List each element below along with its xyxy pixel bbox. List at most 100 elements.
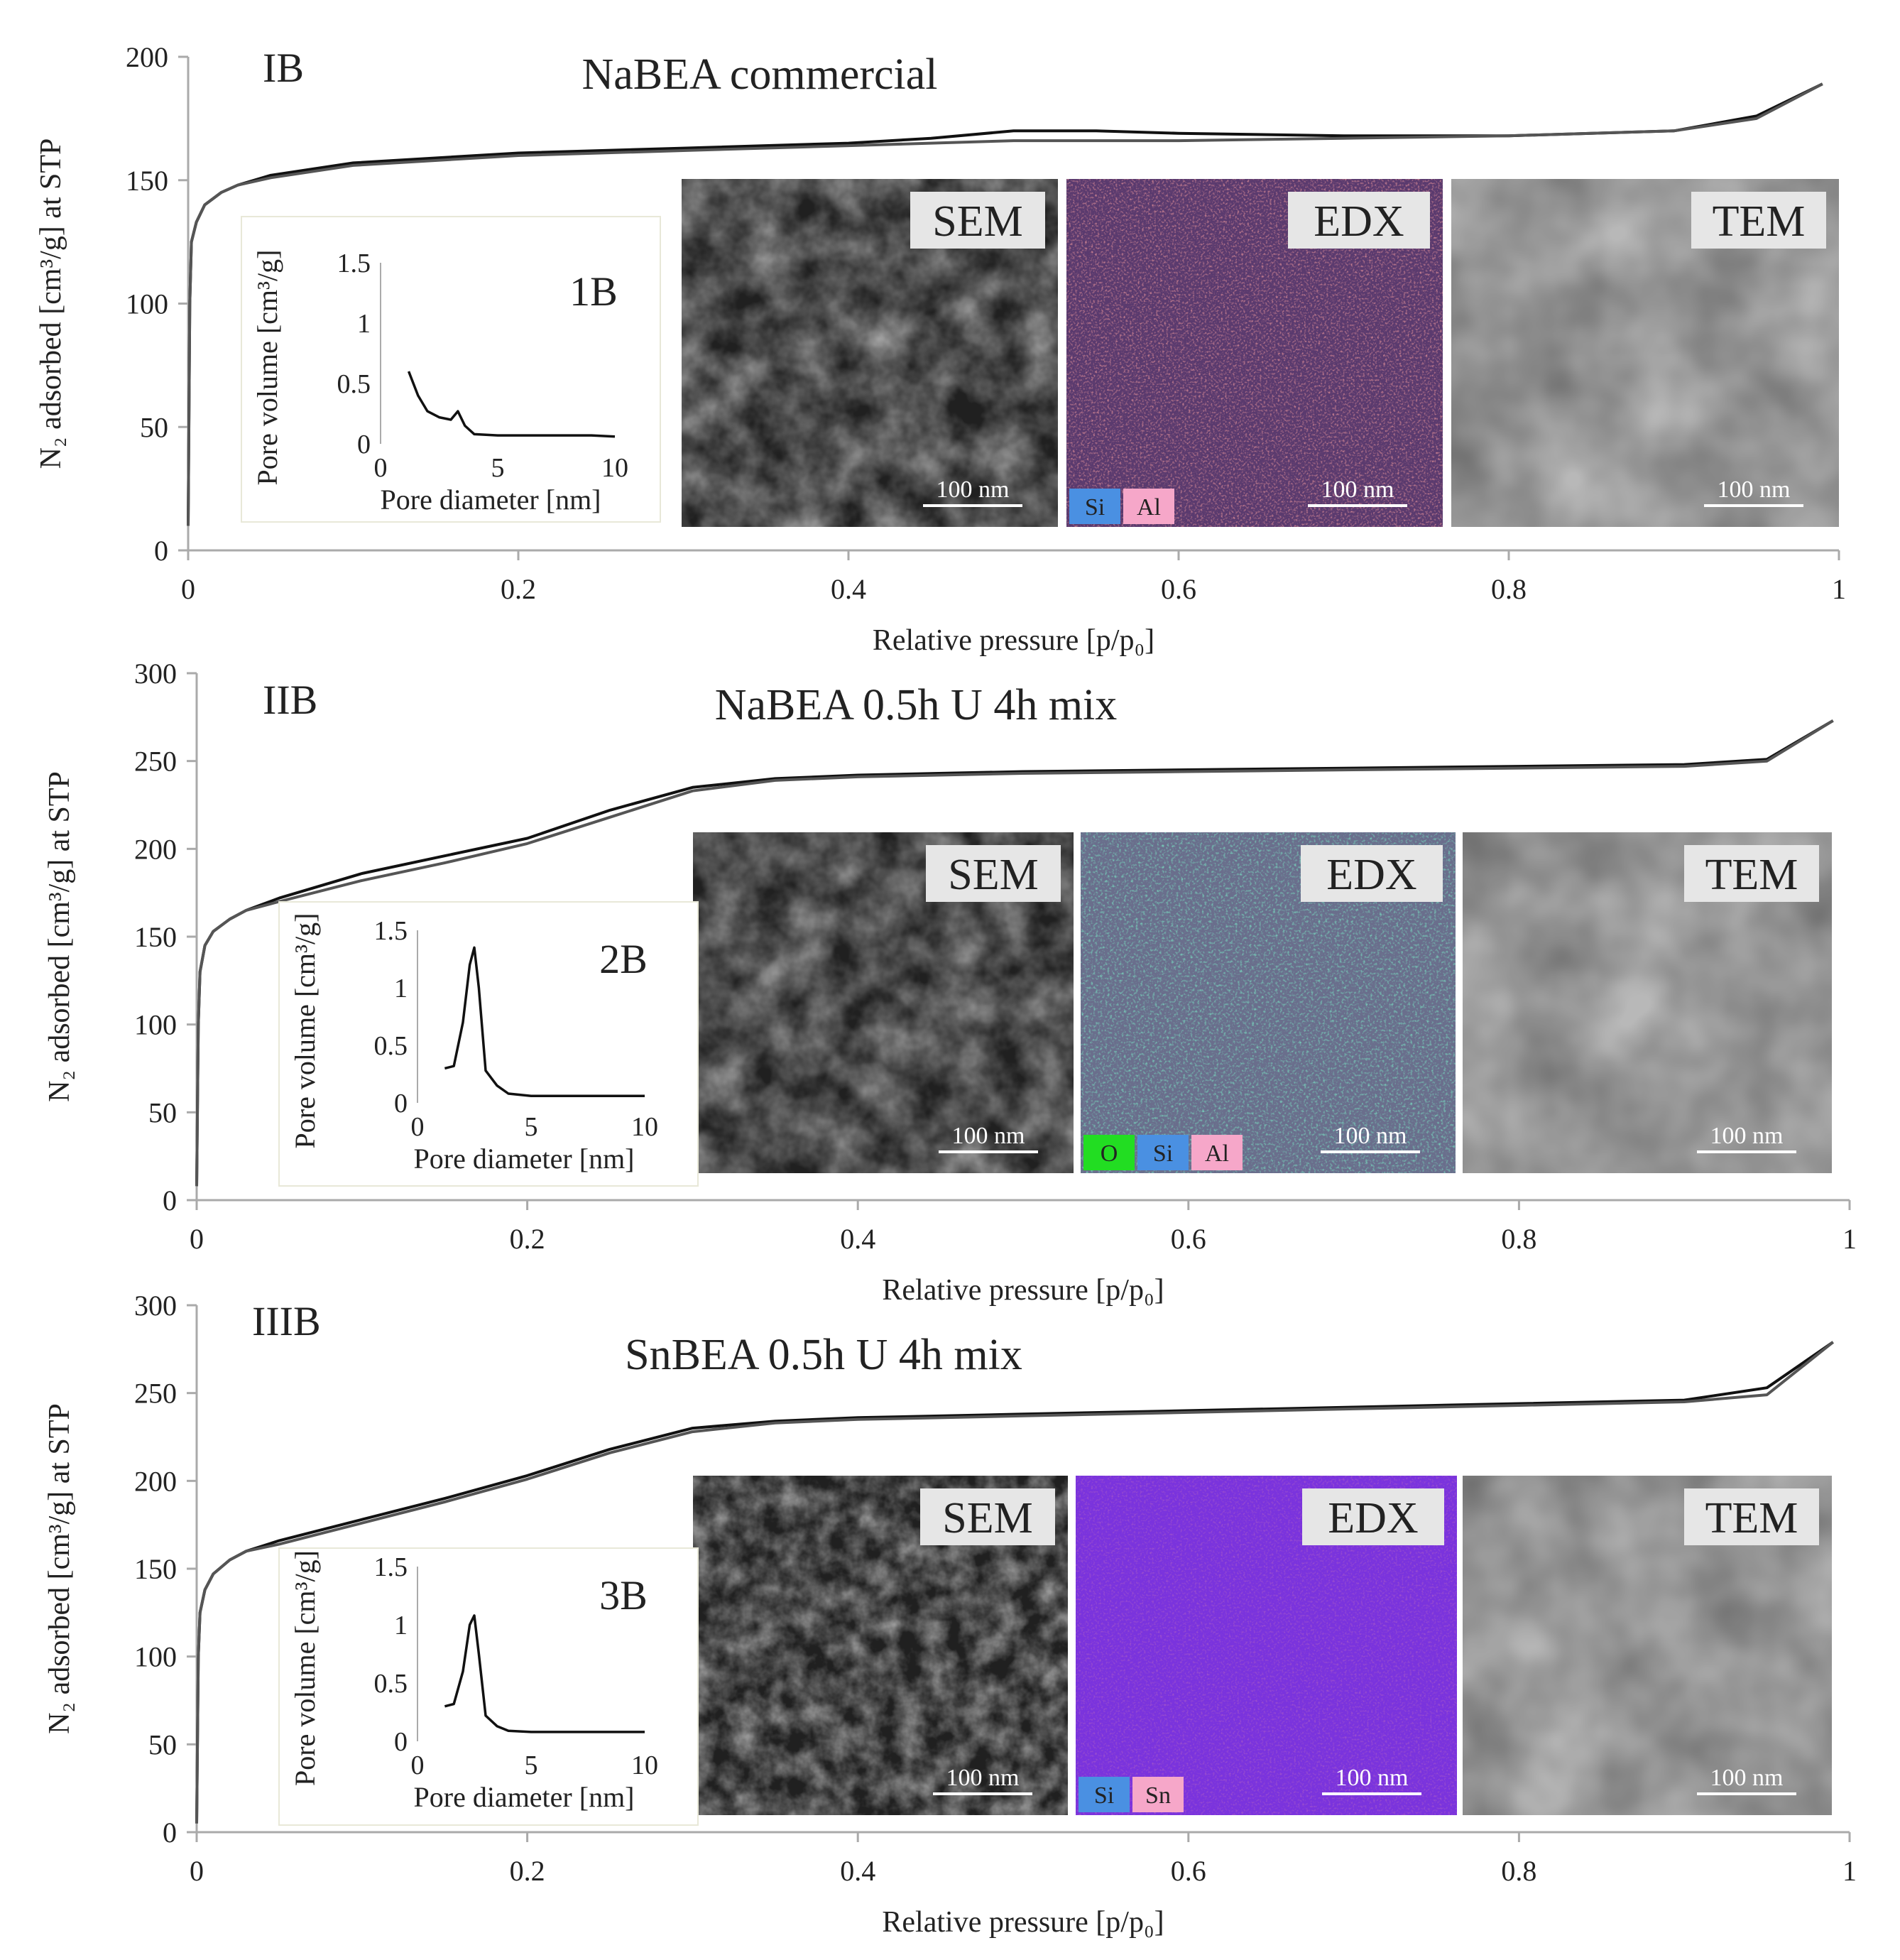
inset-id: 3B: [599, 1572, 648, 1618]
inset-y-axis-label: Pore volume [cm³/g]: [251, 250, 283, 486]
y-tick-label: 100: [126, 288, 168, 320]
inset-y-tick-label: 1: [357, 309, 371, 339]
micrograph-label: SEM: [932, 197, 1022, 246]
scale-bar-label: 100 nm: [946, 1765, 1020, 1791]
x-tick-label: 0: [190, 1855, 204, 1887]
panel-id: IIB: [263, 677, 317, 723]
y-tick-label: 250: [134, 1378, 177, 1410]
x-tick-label: 1: [1842, 1855, 1857, 1887]
micrograph-label: TEM: [1713, 197, 1806, 246]
inset-y-axis-label: Pore volume [cm³/g]: [289, 913, 321, 1149]
y-tick-label: 0: [163, 1817, 177, 1849]
pore-size-line: [444, 1614, 645, 1733]
micrograph-label-box: [1302, 1488, 1444, 1545]
inset-x-tick-label: 10: [631, 1112, 658, 1142]
panel-id: IIIB: [252, 1298, 321, 1344]
micrograph-label: SEM: [942, 1494, 1032, 1542]
inset-y-tick-label: 1: [394, 1611, 408, 1640]
inset-y-tick-label: 1.5: [337, 249, 371, 278]
y-tick-label: 250: [134, 746, 177, 778]
inset-x-tick-label: 5: [525, 1112, 538, 1142]
element-chip-label: Si: [1094, 1782, 1114, 1809]
inset-x-tick-label: 0: [374, 453, 388, 483]
x-tick-label: 0.6: [1171, 1223, 1206, 1255]
micrograph-sem: SEM 100 nm: [682, 179, 1058, 527]
micrograph-label: TEM: [1705, 1494, 1798, 1542]
scale-bar-label: 100 nm: [952, 1123, 1025, 1149]
inset-frame: [241, 216, 661, 523]
micrograph-label-box: [1684, 845, 1819, 902]
inset-y-tick-label: 0: [357, 430, 371, 459]
x-axis-label: Relative pressure [p/p₀]: [882, 1906, 1164, 1939]
micrograph-label-box: [910, 192, 1045, 249]
x-tick-label: 0.2: [510, 1855, 545, 1887]
inset-x-tick-label: 0: [411, 1112, 425, 1142]
scale-bar-label: 100 nm: [1710, 1765, 1784, 1791]
x-axis-label: Relative pressure [p/p₀]: [873, 624, 1154, 657]
x-tick-label: 0.4: [840, 1855, 875, 1887]
scale-bar-label: 100 nm: [1334, 1123, 1407, 1149]
pore-size-line: [407, 371, 616, 438]
y-axis-label: N₂ adsorbed [cm³/g] at STP: [35, 138, 67, 469]
inset-y-tick-label: 0.5: [374, 1669, 408, 1699]
panel-title: NaBEA 0.5h U 4h mix: [715, 681, 1118, 729]
inset-y-tick-label: 1: [394, 974, 408, 1003]
micrograph-tem: TEM 100 nm: [1463, 1476, 1832, 1815]
micrograph-edx: EDX 100 nm Si Al: [1066, 179, 1443, 527]
inset-x-tick-label: 10: [631, 1751, 658, 1780]
micrograph-label: EDX: [1314, 197, 1404, 246]
x-tick-label: 1: [1842, 1223, 1857, 1255]
y-tick-label: 150: [126, 165, 168, 197]
micrograph-sem: SEM 100 nm: [693, 1476, 1068, 1815]
micrograph-label-box: [920, 1488, 1055, 1545]
y-tick-label: 200: [134, 1465, 177, 1497]
inset-x-tick-label: 5: [491, 453, 505, 483]
panel-title: NaBEA commercial: [582, 50, 938, 99]
inset-y-tick-label: 0.5: [337, 369, 371, 399]
y-tick-label: 0: [163, 1185, 177, 1216]
y-tick-label: 50: [140, 411, 168, 443]
x-tick-label: 0.6: [1171, 1855, 1206, 1887]
micrograph-label: TEM: [1705, 851, 1798, 899]
micrograph-label: SEM: [948, 851, 1038, 899]
x-tick-label: 0: [181, 573, 195, 605]
element-chip: [1123, 489, 1174, 524]
y-tick-label: 200: [126, 41, 168, 73]
x-tick-label: 0.8: [1501, 1223, 1536, 1255]
inset-x-axis-label: Pore diameter [nm]: [414, 1143, 635, 1175]
y-tick-label: 50: [148, 1728, 177, 1760]
inset-id: 2B: [599, 936, 648, 982]
y-tick-label: 100: [134, 1641, 177, 1673]
micrograph-label: EDX: [1326, 851, 1416, 899]
y-axis-label: N₂ adsorbed [cm³/g] at STP: [43, 771, 76, 1102]
y-tick-label: 300: [134, 1290, 177, 1322]
isotherm-line: [195, 719, 1834, 1187]
inset-x-axis-label: Pore diameter [nm]: [381, 484, 601, 516]
inset-y-tick-label: 1.5: [374, 1552, 408, 1582]
element-chip-label: Si: [1085, 494, 1105, 521]
x-tick-label: 0.4: [840, 1223, 875, 1255]
x-axis-label: Relative pressure [p/p₀]: [882, 1274, 1164, 1307]
element-chip: [1083, 1135, 1135, 1170]
y-tick-label: 50: [148, 1096, 177, 1128]
inset-y-tick-label: 0: [394, 1089, 408, 1118]
y-tick-label: 0: [154, 535, 168, 567]
element-chip-label: Al: [1205, 1140, 1229, 1167]
scale-bar-label: 100 nm: [1710, 1123, 1784, 1149]
micrograph-edx: EDX 100 nm O Si Al: [1081, 832, 1456, 1173]
element-chip: [1069, 489, 1120, 524]
y-tick-label: 200: [134, 833, 177, 865]
x-tick-label: 1: [1832, 573, 1846, 605]
pore-size-line: [444, 946, 645, 1098]
scale-bar-label: 100 nm: [937, 477, 1010, 503]
y-tick-label: 100: [134, 1009, 177, 1041]
micrograph-label-box: [1684, 1488, 1819, 1545]
element-chip: [1137, 1135, 1189, 1170]
inset-x-tick-label: 0: [411, 1751, 425, 1780]
micrograph-label-box: [1301, 845, 1443, 902]
micrograph-label-box: [926, 845, 1061, 902]
